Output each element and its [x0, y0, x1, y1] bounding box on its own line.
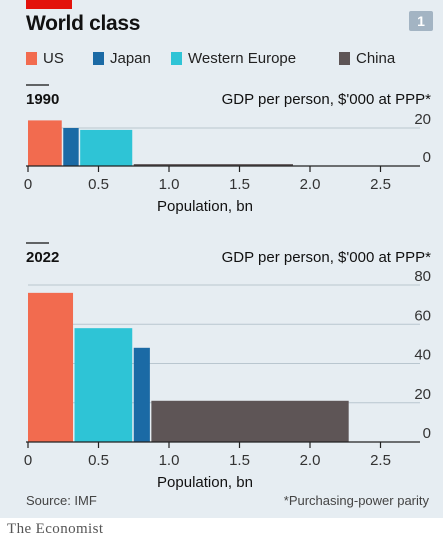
- legend-label-us: US: [43, 50, 64, 67]
- footnote: *Purchasing-power parity: [283, 493, 429, 508]
- chart-1990-bar-japan: [63, 128, 79, 166]
- chart-2022-y-axis-label: GDP per person, $'000 at PPP*: [222, 249, 432, 266]
- chart-2022-y-tick-60: 60: [414, 307, 431, 324]
- chart-1990-bar-china: [133, 164, 293, 166]
- chart-2022-panel-title: 2022: [26, 249, 59, 266]
- chart-1990-y-tick-20: 20: [414, 111, 431, 128]
- chart-2022-y-tick-20: 20: [414, 386, 431, 403]
- legend-label-japan: Japan: [110, 50, 151, 67]
- chart-1990-x-tick-1.0: 1.0: [159, 176, 180, 193]
- chart-number-badge: 1: [409, 11, 433, 31]
- chart-2022-x-tick-1.0: 1.0: [159, 452, 180, 469]
- chart-2022-bar-western-europe: [74, 328, 133, 442]
- legend-label-china: China: [356, 50, 396, 67]
- chart-2022-x-tick-0: 0: [24, 452, 32, 469]
- chart-2022-bar-japan: [133, 347, 150, 442]
- chart-2022-bar-china: [151, 400, 349, 442]
- chart-1990-panel-title: 1990: [26, 91, 59, 108]
- legend-swatch-japan: [93, 52, 104, 65]
- chart-2022-x-axis-label: Population, bn: [157, 474, 253, 491]
- chart-2022-x-tick-2.0: 2.0: [300, 452, 321, 469]
- chart-1990-x-tick-0: 0: [24, 176, 32, 193]
- chart-2022-x-tick-0.5: 0.5: [88, 452, 109, 469]
- chart-canvas: 1990 GDP per person, $'000 at PPP* 20 0 0 0.5…: [24, 84, 432, 491]
- chart-1990-x-axis-label: Population, bn: [157, 198, 253, 215]
- chart-1990-bar-us: [28, 120, 62, 166]
- legend-label-western-europe: Western Europe: [188, 50, 297, 67]
- chart-2022-y-tick-0: 0: [423, 425, 431, 442]
- chart-1990-x-tick-1.5: 1.5: [229, 176, 250, 193]
- legend-swatch-western-europe: [171, 52, 182, 65]
- chart-1990-x-tick-0.5: 0.5: [88, 176, 109, 193]
- chart-title: World class: [26, 12, 141, 35]
- source-note: Source: IMF: [26, 493, 97, 508]
- chart-1990-y-axis-label: GDP per person, $'000 at PPP*: [222, 91, 432, 108]
- chart-2022-x-tick-1.5: 1.5: [229, 452, 250, 469]
- chart-2022-y-tick-80: 80: [414, 268, 431, 285]
- brand-accent-tab: [26, 0, 72, 9]
- chart-2022-y-tick-40: 40: [414, 347, 431, 364]
- chart-2022-x-tick-2.5: 2.5: [370, 452, 391, 469]
- legend-swatch-china: [339, 52, 350, 65]
- chart-1990-x-tick-2.0: 2.0: [300, 176, 321, 193]
- chart-1990-y-tick-0: 0: [423, 149, 431, 166]
- chart-2022-bar-us: [28, 292, 74, 442]
- chart-1990-x-tick-2.5: 2.5: [370, 176, 391, 193]
- brand-wordmark: The Economist: [7, 521, 104, 537]
- chart-1990-bar-western-europe: [80, 129, 133, 166]
- legend-swatch-us: [26, 52, 37, 65]
